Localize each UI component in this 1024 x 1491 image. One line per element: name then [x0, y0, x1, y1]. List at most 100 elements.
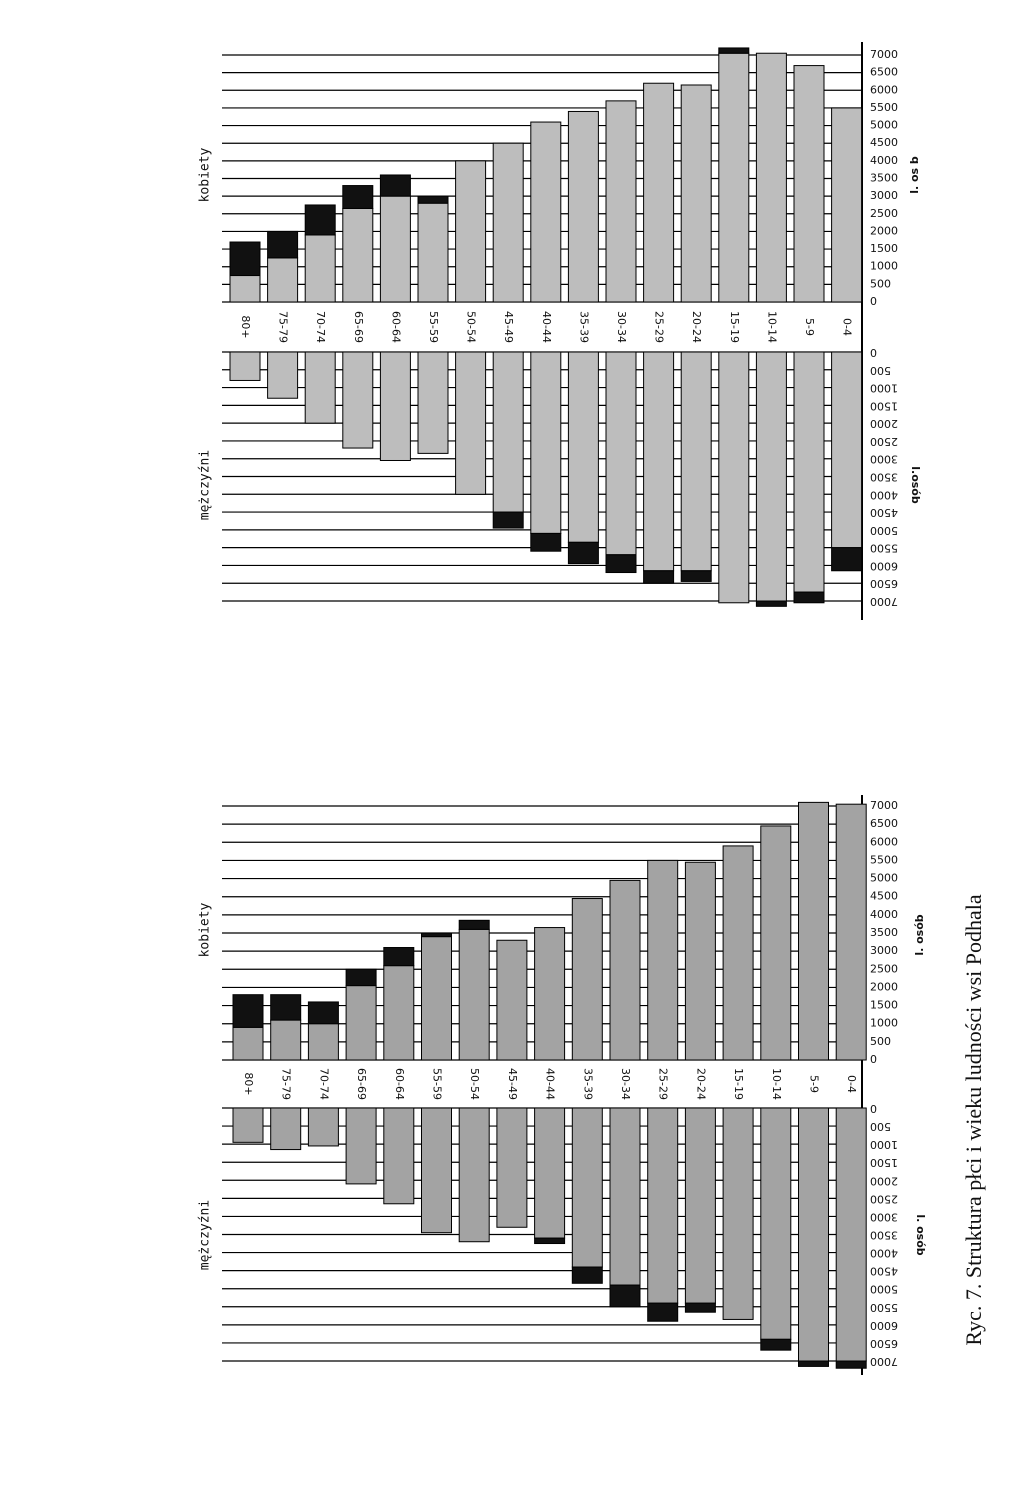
bar: [567, 351, 599, 543]
category-label: 35-39: [577, 311, 590, 343]
bar: [718, 52, 750, 303]
excess-bar: [345, 968, 377, 987]
excess-bar: [718, 47, 750, 54]
category-label: 10-14: [765, 311, 778, 343]
category-label: 20-24: [690, 311, 703, 343]
y-tick-label: 1000: [870, 260, 898, 273]
y-tick-label: 1500: [870, 242, 898, 255]
bar: [684, 1107, 716, 1304]
caption: Ryc. 7. Struktura płci i wieku ludności …: [961, 894, 986, 1346]
bar: [831, 107, 863, 303]
y-tick-label: 5000: [870, 1283, 898, 1296]
y-tick-label: 6500: [870, 577, 898, 590]
bar: [534, 1107, 566, 1239]
bar: [835, 1107, 867, 1362]
category-label: 10-14: [770, 1068, 783, 1100]
bar: [345, 985, 377, 1061]
excess-bar: [417, 195, 449, 204]
bar: [342, 351, 374, 449]
category-label: 45-49: [502, 311, 515, 343]
category-label: 45-49: [506, 1068, 519, 1100]
category-label: 25-29: [653, 311, 666, 343]
bar: [307, 1107, 339, 1147]
bar: [718, 351, 750, 604]
excess-bar: [342, 185, 374, 209]
bar: [798, 1107, 829, 1362]
bar: [760, 825, 792, 1061]
y-tick-label: 1500: [870, 1156, 898, 1169]
y-tick-label: 5000: [870, 872, 898, 885]
bar: [383, 1107, 415, 1205]
category-label: 65-69: [355, 1068, 368, 1100]
y-tick-label: 1500: [870, 399, 898, 412]
y-tick-label: 5500: [870, 542, 898, 555]
bar: [755, 351, 787, 602]
y-tick-label: 7000: [870, 48, 898, 61]
bar: [722, 845, 754, 1061]
y-tick-label: 1000: [870, 1017, 898, 1030]
y-tick-label: 500: [870, 1120, 891, 1133]
y-tick-label: 7000: [870, 1355, 898, 1368]
category-label: 15-19: [728, 311, 741, 343]
series-label: mężczyźni: [198, 1200, 213, 1270]
excess-bar: [229, 241, 261, 277]
excess-bar: [643, 570, 675, 584]
y-tick-label: 3000: [870, 944, 898, 957]
y-tick-label: 6500: [870, 1337, 898, 1350]
excess-bar: [304, 204, 336, 236]
y-tick-label: 6000: [870, 83, 898, 96]
y-tick-label: 1500: [870, 999, 898, 1012]
bar: [267, 257, 299, 303]
category-label: 80+: [239, 315, 252, 338]
category-label: 15-19: [732, 1068, 745, 1100]
category-label: 55-59: [431, 1068, 444, 1100]
series-label: kobiety: [198, 147, 213, 202]
bar: [379, 195, 411, 303]
y-tick-label: 0: [870, 1053, 877, 1066]
y-tick-label: 2500: [870, 962, 898, 975]
y-tick-label: 4000: [870, 488, 898, 501]
bar: [232, 1107, 264, 1143]
bar: [643, 351, 675, 572]
bar: [492, 351, 524, 513]
series-label: mężczyźni: [198, 450, 213, 520]
excess-bar: [684, 1302, 716, 1313]
category-label: 25-29: [657, 1068, 670, 1100]
category-label: 60-64: [389, 311, 402, 343]
bar: [379, 351, 411, 461]
bar: [455, 160, 487, 303]
bar: [609, 879, 641, 1061]
axis-label: l. osób: [913, 914, 926, 955]
bar: [342, 207, 374, 303]
bar: [798, 801, 829, 1061]
excess-bar: [647, 1302, 679, 1322]
y-tick-label: 4500: [870, 1265, 898, 1278]
bar: [345, 1107, 377, 1185]
y-tick-label: 2000: [870, 980, 898, 993]
bar: [229, 275, 261, 303]
category-label: 80+: [242, 1072, 255, 1095]
bar: [722, 1107, 754, 1320]
category-label: 30-34: [619, 1068, 632, 1100]
bar: [455, 351, 487, 495]
excess-bar: [609, 1284, 641, 1308]
y-tick-label: 3500: [870, 172, 898, 185]
category-label: 50-54: [468, 1068, 481, 1100]
y-tick-label: 2000: [870, 1174, 898, 1187]
y-tick-label: 5500: [870, 1301, 898, 1314]
y-tick-label: 500: [870, 1035, 891, 1048]
y-tick-label: 3000: [870, 453, 898, 466]
bar: [229, 351, 261, 381]
category-label: 0-4: [845, 1075, 858, 1093]
y-tick-label: 3000: [870, 189, 898, 202]
y-tick-label: 2500: [870, 207, 898, 220]
category-label: 55-59: [427, 311, 440, 343]
category-label: 75-79: [280, 1068, 293, 1100]
excess-bar: [605, 554, 637, 574]
excess-bar: [798, 1360, 829, 1367]
excess-bar: [831, 547, 863, 572]
excess-bar: [379, 174, 411, 197]
series-label: kobiety: [198, 902, 213, 957]
bar: [647, 1107, 679, 1304]
